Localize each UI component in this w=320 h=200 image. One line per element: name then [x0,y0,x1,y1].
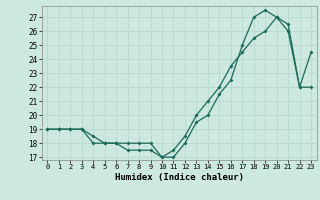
X-axis label: Humidex (Indice chaleur): Humidex (Indice chaleur) [115,173,244,182]
